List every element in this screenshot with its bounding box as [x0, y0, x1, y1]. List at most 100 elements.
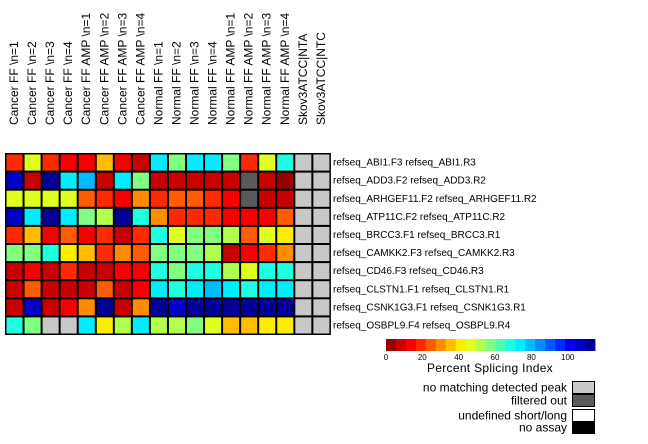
heatmap-cell — [313, 317, 330, 334]
heatmap-cell — [223, 317, 240, 334]
heatmap-cell — [150, 226, 167, 243]
column-label: Skov3ATCC|NTC — [314, 32, 328, 125]
heatmap-cell — [259, 208, 276, 225]
heatmap-cell — [150, 299, 167, 316]
heatmap-cell — [313, 172, 330, 189]
legend-swatch — [572, 409, 595, 422]
heatmap-cell — [42, 299, 59, 316]
heatmap-cell — [168, 172, 185, 189]
heatmap-cell — [78, 172, 95, 189]
colorbar-swatch — [465, 339, 476, 351]
heatmap-cell — [168, 208, 185, 225]
heatmap-cell — [78, 281, 95, 298]
heatmap-cell — [187, 208, 204, 225]
row-label: refseq_ATP11C.F2 refseq_ATP11C.R2 — [333, 212, 506, 223]
heatmap-cell — [42, 226, 59, 243]
heatmap-cell — [205, 190, 222, 207]
heatmap-cell — [187, 190, 204, 207]
heatmap-cell — [187, 281, 204, 298]
column-label: Normal FF AMP \n=2 — [242, 13, 256, 125]
heatmap-cell — [313, 190, 330, 207]
heatmap-cell — [24, 190, 41, 207]
column-label: Normal FF AMP \n=4 — [278, 13, 292, 125]
heatmap-cell — [42, 208, 59, 225]
heatmap-cell — [96, 172, 113, 189]
heatmap-cell — [313, 208, 330, 225]
heatmap-cell — [295, 245, 312, 262]
heatmap-cell — [24, 245, 41, 262]
heatmap-cell — [295, 299, 312, 316]
heatmap-cell — [223, 281, 240, 298]
legend-swatch — [572, 421, 595, 434]
heatmap-cell — [277, 281, 294, 298]
heatmap-cell — [223, 226, 240, 243]
heatmap-cell — [259, 172, 276, 189]
column-label: Cancer FF \n=3 — [43, 41, 57, 125]
heatmap-cell — [60, 245, 77, 262]
heatmap-cell — [96, 208, 113, 225]
heatmap-cell — [96, 226, 113, 243]
heatmap-cell — [295, 190, 312, 207]
heatmap-cell — [187, 317, 204, 334]
heatmap-cell — [60, 226, 77, 243]
heatmap-cell — [313, 299, 330, 316]
heatmap-cell — [241, 226, 258, 243]
legend-label: undefined short/long — [458, 409, 567, 423]
heatmap-cell — [114, 190, 131, 207]
heatmap-cell — [168, 317, 185, 334]
heatmap-cell — [295, 172, 312, 189]
heatmap-cell — [241, 317, 258, 334]
heatmap-cell — [259, 299, 276, 316]
heatmap-cell — [168, 245, 185, 262]
heatmap-cell — [132, 208, 149, 225]
heatmap-cell — [223, 208, 240, 225]
heatmap-cell — [259, 281, 276, 298]
heatmap-cell — [205, 154, 222, 171]
heatmap-cell — [96, 317, 113, 334]
heatmap-cell — [295, 263, 312, 280]
heatmap-cell — [168, 263, 185, 280]
heatmap-cell — [187, 226, 204, 243]
heatmap-cell — [187, 172, 204, 189]
heatmap-cell — [42, 317, 59, 334]
heatmap-cell — [114, 172, 131, 189]
heatmap-cell — [241, 263, 258, 280]
heatmap-cell — [313, 281, 330, 298]
heatmap-cell — [114, 317, 131, 334]
colorbar-swatch — [575, 339, 586, 351]
colorbar-tick-label: 20 — [418, 353, 427, 362]
row-label: refseq_BRCC3.F1 refseq_BRCC3.R1 — [333, 230, 501, 241]
heatmap-cell — [78, 190, 95, 207]
column-label: Normal FF \n=2 — [170, 41, 184, 125]
heatmap-cell — [205, 172, 222, 189]
heatmap-cell — [223, 154, 240, 171]
heatmap-cell — [6, 245, 23, 262]
colorbar-swatch — [525, 339, 536, 351]
heatmap-cell — [277, 190, 294, 207]
heatmap-cell — [24, 281, 41, 298]
colorbar-swatch — [505, 339, 516, 351]
heatmap-cell — [78, 208, 95, 225]
heatmap-cell — [42, 263, 59, 280]
heatmap-cell — [277, 245, 294, 262]
heatmap-cell — [241, 245, 258, 262]
colorbar-tick-label: 60 — [491, 353, 500, 362]
heatmap-cell — [60, 208, 77, 225]
column-label: Normal FF \n=4 — [206, 41, 220, 125]
heatmap-cell — [223, 245, 240, 262]
heatmap-cell — [295, 208, 312, 225]
heatmap-cell — [150, 263, 167, 280]
colorbar-swatch — [555, 339, 566, 351]
heatmap-cell — [259, 245, 276, 262]
heatmap-cell — [259, 226, 276, 243]
heatmap-cell — [132, 263, 149, 280]
heatmap-cell — [132, 154, 149, 171]
column-label: Normal FF \n=1 — [151, 41, 165, 125]
heatmap-cell — [114, 226, 131, 243]
colorbar-swatch — [395, 339, 407, 351]
heatmap-cell — [241, 299, 258, 316]
heatmap-cell — [24, 154, 41, 171]
heatmap-cell — [132, 226, 149, 243]
